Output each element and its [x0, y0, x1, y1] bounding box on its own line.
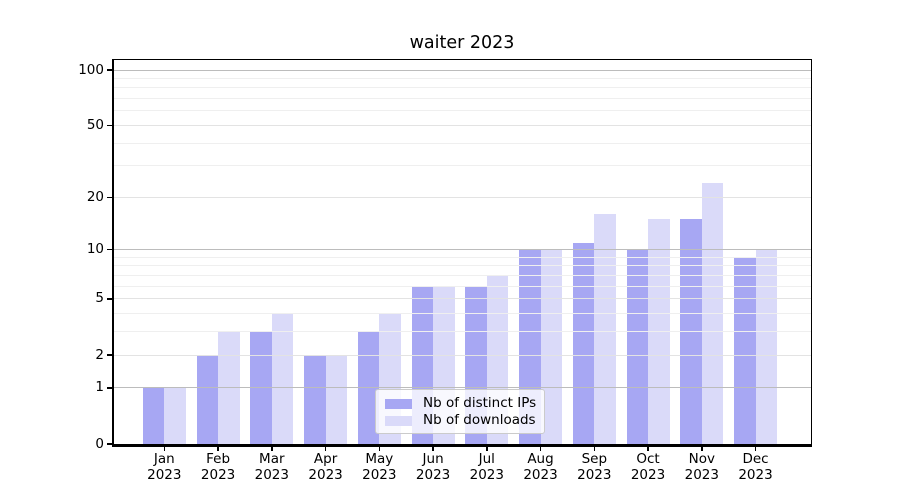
- y-axis-tick-label: 20: [86, 188, 104, 205]
- legend-label-downloads: Nb of downloads: [423, 412, 536, 428]
- x-axis-tick-mark: [593, 446, 595, 451]
- x-axis-tick-label: Mar 2023: [254, 451, 289, 483]
- bar-distinct-ips: [196, 355, 219, 444]
- y-axis-tick-mark: [107, 69, 113, 71]
- y-axis-tick-mark: [107, 387, 113, 389]
- x-axis-tick-label: Sep 2023: [577, 451, 612, 483]
- legend-swatch-downloads-icon: [385, 415, 412, 426]
- bar-distinct-ips: [250, 331, 272, 444]
- x-axis-tick-mark: [432, 446, 434, 451]
- y-axis-tick-mark: [107, 124, 113, 127]
- x-axis-tick-mark: [217, 446, 219, 451]
- y-axis-tick-label: 100: [78, 61, 104, 78]
- bar-downloads: [164, 387, 186, 444]
- y-axis-tick-mark: [107, 196, 113, 198]
- bar-distinct-ips: [626, 249, 649, 444]
- x-axis-tick-label: Feb 2023: [200, 451, 236, 483]
- bars-layer: [113, 60, 811, 444]
- y-axis-tick-label: 2: [95, 346, 104, 363]
- bar-distinct-ips: [734, 257, 756, 444]
- x-axis-tick-label: May 2023: [362, 451, 397, 483]
- legend-item-distinct-ips: Nb of distinct IPs: [385, 395, 537, 412]
- y-axis-tick-label: 0: [95, 435, 104, 452]
- x-axis-tick-mark: [539, 446, 542, 451]
- x-axis-tick-mark: [647, 446, 649, 451]
- bar-downloads: [218, 331, 240, 444]
- x-axis-tick-mark: [486, 446, 488, 451]
- x-axis-tick-label: Aug 2023: [523, 451, 558, 483]
- y-axis-tick-label: 5: [95, 290, 104, 307]
- x-axis-tick-label: Apr 2023: [308, 451, 343, 483]
- bar-distinct-ips: [680, 219, 702, 444]
- plot-area: Nb of distinct IPs Nb of downloads: [113, 60, 811, 444]
- x-axis-tick-label: Jul 2023: [469, 451, 504, 483]
- x-axis-tick-mark: [378, 446, 381, 451]
- x-axis-tick-label: Oct 2023: [630, 451, 666, 483]
- x-axis-tick-mark: [324, 446, 327, 451]
- bar-distinct-ips: [572, 242, 595, 444]
- y-axis-tick-label: 1: [95, 379, 104, 396]
- y-axis-tick-mark: [107, 354, 113, 356]
- legend-swatch-distinct-ips-icon: [385, 398, 412, 409]
- bar-downloads: [648, 219, 670, 444]
- x-axis-tick-mark: [701, 446, 703, 451]
- top-spine: [112, 58, 812, 60]
- legend-label-distinct-ips: Nb of distinct IPs: [423, 395, 537, 411]
- bar-downloads: [271, 313, 294, 444]
- bar-downloads: [755, 249, 778, 444]
- legend: Nb of distinct IPs Nb of downloads: [375, 389, 545, 434]
- y-axis-tick-mark: [107, 443, 113, 445]
- x-axis-tick-label: Dec 2023: [738, 451, 773, 483]
- bar-distinct-ips: [142, 387, 165, 444]
- y-axis-tick-mark: [107, 248, 113, 251]
- chart-title: waiter 2023: [409, 33, 515, 53]
- x-axis-tick-label: Jun 2023: [415, 451, 451, 483]
- legend-item-downloads: Nb of downloads: [385, 412, 536, 429]
- y-axis-tick-mark: [107, 298, 113, 300]
- bar-downloads: [325, 355, 348, 444]
- x-axis-tick-label: Jan 2023: [147, 451, 182, 483]
- left-spine: [112, 58, 114, 447]
- x-axis-tick-mark: [163, 446, 166, 451]
- bar-downloads: [540, 249, 563, 444]
- bar-downloads: [701, 183, 724, 444]
- right-spine: [810, 58, 812, 447]
- bar-downloads: [594, 214, 616, 444]
- y-axis-tick-label: 10: [86, 241, 104, 258]
- x-axis-tick-mark: [271, 446, 273, 451]
- x-axis-tick-label: Nov 2023: [684, 451, 719, 483]
- y-axis-tick-label: 50: [86, 116, 104, 133]
- bar-distinct-ips: [304, 355, 326, 444]
- bottom-spine: [112, 444, 812, 447]
- x-axis-tick-mark: [754, 446, 757, 451]
